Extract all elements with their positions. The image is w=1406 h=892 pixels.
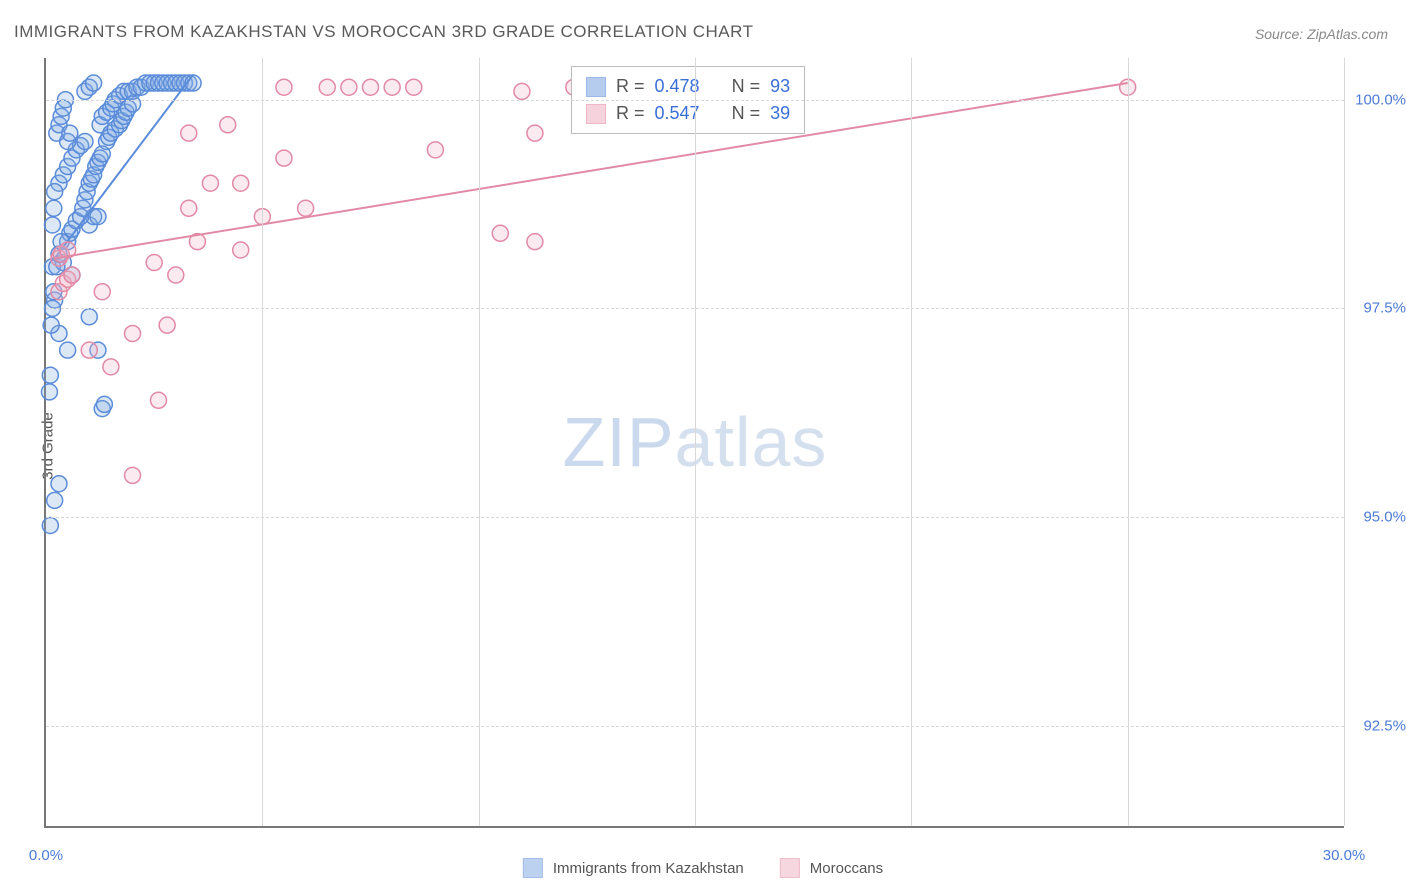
source-attribution: Source: ZipAtlas.com [1255, 26, 1388, 42]
legend-item: Moroccans [780, 858, 883, 878]
scatter-point [181, 125, 197, 141]
gridline-v [1128, 58, 1129, 826]
scatter-point [427, 142, 443, 158]
scatter-point [47, 492, 63, 508]
y-tick-label: 92.5% [1363, 717, 1406, 734]
scatter-point [181, 200, 197, 216]
scatter-point [103, 359, 119, 375]
plot-area: ZIPatlas R =0.478N =93R =0.547N =39 92.5… [44, 58, 1344, 828]
y-tick-label: 97.5% [1363, 300, 1406, 317]
legend-swatch [586, 104, 606, 124]
scatter-point [146, 255, 162, 271]
scatter-point [41, 384, 57, 400]
scatter-point [81, 309, 97, 325]
n-value: 39 [770, 100, 790, 127]
legend-swatch [780, 858, 800, 878]
gridline-v [262, 58, 263, 826]
gridline-v [911, 58, 912, 826]
chart-title: IMMIGRANTS FROM KAZAKHSTAN VS MOROCCAN 3… [14, 22, 754, 42]
scatter-point [233, 242, 249, 258]
n-value: 93 [770, 73, 790, 100]
y-tick-label: 100.0% [1355, 91, 1406, 108]
scatter-point [51, 476, 67, 492]
scatter-point [96, 396, 112, 412]
scatter-point [125, 96, 141, 112]
x-tick-label: 30.0% [1323, 847, 1366, 864]
scatter-point [150, 392, 166, 408]
r-label: R = [616, 73, 645, 100]
scatter-point [527, 125, 543, 141]
r-value: 0.547 [655, 100, 700, 127]
scatter-point [492, 225, 508, 241]
scatter-point [47, 184, 63, 200]
scatter-point [276, 150, 292, 166]
scatter-point [527, 234, 543, 250]
r-label: R = [616, 100, 645, 127]
source-prefix: Source: [1255, 26, 1303, 42]
scatter-point [90, 209, 106, 225]
scatter-point [77, 133, 93, 149]
scatter-point [298, 200, 314, 216]
scatter-point [125, 467, 141, 483]
scatter-point [384, 79, 400, 95]
x-tick-label: 0.0% [29, 847, 63, 864]
scatter-point [81, 342, 97, 358]
scatter-point [86, 75, 102, 91]
gridline-v [1344, 58, 1345, 826]
scatter-point [42, 367, 58, 383]
scatter-point [363, 79, 379, 95]
gridline-v [479, 58, 480, 826]
scatter-point [220, 117, 236, 133]
scatter-point [43, 317, 59, 333]
scatter-point [233, 175, 249, 191]
scatter-point [44, 217, 60, 233]
scatter-point [168, 267, 184, 283]
scatter-point [406, 79, 422, 95]
scatter-point [125, 325, 141, 341]
gridline-v [695, 58, 696, 826]
scatter-point [42, 517, 58, 533]
r-value: 0.478 [655, 73, 700, 100]
scatter-point [94, 284, 110, 300]
scatter-point [319, 79, 335, 95]
scatter-point [46, 200, 62, 216]
legend-label: Moroccans [810, 860, 883, 877]
legend-stats-row: R = 0.547 N = 39 [586, 100, 790, 127]
n-label: N = [732, 73, 761, 100]
legend-label: Immigrants from Kazakhstan [553, 860, 744, 877]
scatter-point [60, 342, 76, 358]
scatter-point [276, 79, 292, 95]
source-value: ZipAtlas.com [1307, 26, 1388, 42]
scatter-point [514, 83, 530, 99]
legend-swatch [523, 858, 543, 878]
legend-swatch [586, 77, 606, 97]
scatter-point [62, 125, 78, 141]
scatter-point [202, 175, 218, 191]
scatter-point [159, 317, 175, 333]
legend-bottom: Immigrants from Kazakhstan Moroccans [523, 858, 883, 878]
legend-stats-row: R = 0.478 N = 93 [586, 73, 790, 100]
legend-item: Immigrants from Kazakhstan [523, 858, 744, 878]
scatter-point [64, 267, 80, 283]
scatter-point [341, 79, 357, 95]
chart-container: IMMIGRANTS FROM KAZAKHSTAN VS MOROCCAN 3… [0, 0, 1406, 892]
y-tick-label: 95.0% [1363, 509, 1406, 526]
n-label: N = [732, 100, 761, 127]
